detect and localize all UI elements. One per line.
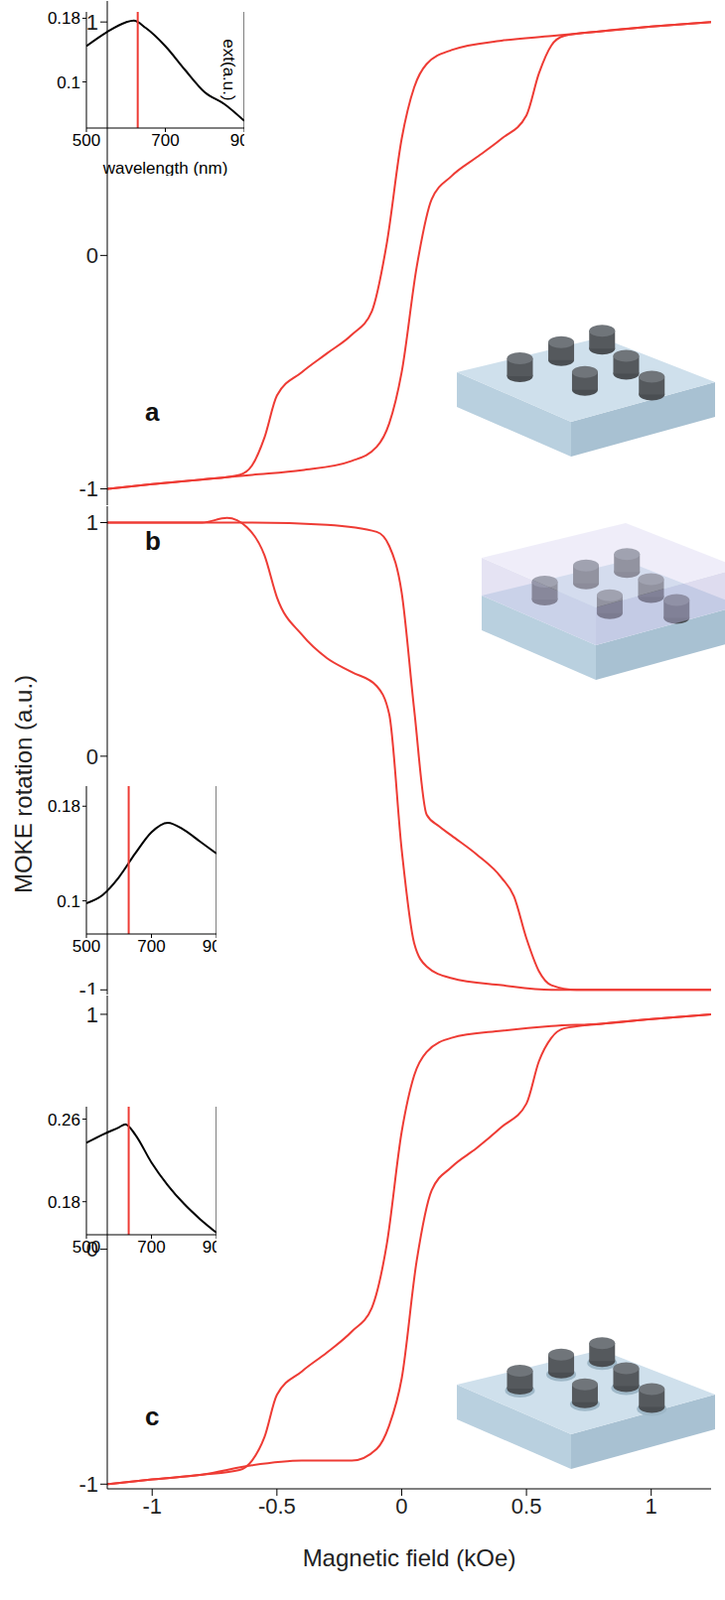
svg-text:0.1: 0.1: [56, 73, 81, 93]
svg-text:wavelength (nm): wavelength (nm): [102, 158, 229, 176]
svg-text:0: 0: [395, 1494, 408, 1520]
html-text:a: a: [145, 397, 160, 428]
svg-text:-1: -1: [78, 978, 99, 996]
svg-text:1: 1: [86, 510, 99, 536]
svg-text:0: 0: [86, 243, 99, 269]
svg-text:700: 700: [150, 131, 179, 150]
svg-text:-1: -1: [78, 1472, 99, 1498]
html-text:c: c: [145, 1402, 160, 1433]
html-text:b: b: [145, 526, 161, 557]
svg-text:0.26: 0.26: [47, 1111, 81, 1131]
svg-text:-1: -1: [78, 476, 99, 502]
svg-text:ext(a.u.): ext(a.u.): [219, 38, 239, 101]
svg-text:0: 0: [86, 744, 99, 770]
svg-text:0.18: 0.18: [47, 797, 81, 817]
html-text:MOKE rotation (a.u.): MOKE rotation (a.u.): [9, 675, 37, 894]
svg-text:900: 900: [202, 937, 217, 957]
svg-text:500: 500: [72, 131, 101, 150]
svg-text:0.18: 0.18: [47, 1193, 81, 1213]
svg-text:0.18: 0.18: [47, 8, 81, 28]
svg-text:500: 500: [72, 937, 101, 957]
svg-text:1: 1: [86, 1003, 99, 1028]
svg-text:0.1: 0.1: [56, 892, 81, 912]
svg-text:0.5: 0.5: [511, 1494, 543, 1520]
svg-text:1: 1: [645, 1494, 658, 1520]
svg-text:500: 500: [72, 1238, 101, 1258]
svg-text:-1: -1: [142, 1494, 162, 1520]
svg-text:700: 700: [137, 1238, 165, 1258]
svg-text:1: 1: [86, 9, 99, 35]
svg-text:900: 900: [202, 1238, 217, 1258]
svg-text:Magnetic field (kOe): Magnetic field (kOe): [302, 1545, 517, 1573]
svg-text:700: 700: [137, 937, 165, 957]
svg-text:900: 900: [230, 131, 245, 150]
svg-text:-0.5: -0.5: [258, 1494, 296, 1520]
